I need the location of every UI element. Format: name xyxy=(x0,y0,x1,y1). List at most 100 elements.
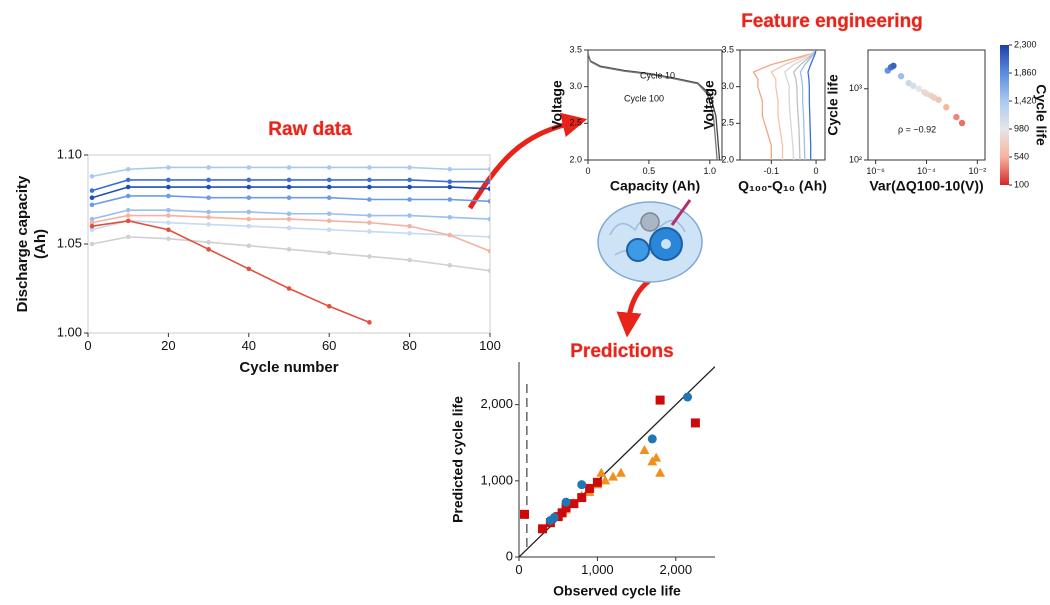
point xyxy=(487,268,490,273)
y-axis-label: Predicted cycle life xyxy=(450,396,466,523)
point xyxy=(407,213,412,218)
point xyxy=(367,177,372,183)
point xyxy=(367,320,372,325)
point xyxy=(286,177,292,183)
point xyxy=(206,239,211,245)
series-line xyxy=(770,50,817,160)
point xyxy=(89,202,95,208)
point xyxy=(206,247,211,252)
y-tick-label: 1.10 xyxy=(57,146,82,161)
point xyxy=(487,216,490,222)
point xyxy=(407,231,412,236)
point xyxy=(286,216,292,222)
plot-frame xyxy=(587,49,723,161)
y-tick-label: 1.00 xyxy=(57,324,82,339)
y-tick-label: 3.5 xyxy=(569,44,582,54)
point xyxy=(286,286,292,291)
point xyxy=(166,177,171,183)
point xyxy=(690,418,700,428)
plot-area xyxy=(519,366,715,557)
point xyxy=(166,184,171,190)
point xyxy=(246,223,252,229)
point xyxy=(655,467,666,477)
point xyxy=(206,209,211,215)
x-tick-label: 20 xyxy=(161,338,175,353)
point xyxy=(592,477,602,487)
x-tick-label: 0.5 xyxy=(643,166,656,176)
colorbar-tick-label: 1,860 xyxy=(1014,67,1037,77)
chart: -0.1 0 2.0 2.5 3.0 3.5 Q₁₀₀-Q₁₀ (Ah) Voltage xyxy=(701,44,827,193)
point xyxy=(683,392,693,402)
point xyxy=(447,197,453,202)
x-tick-label: 100 xyxy=(479,338,501,353)
point xyxy=(125,166,131,172)
point xyxy=(246,266,252,272)
point xyxy=(125,193,131,199)
section-title: Raw data xyxy=(268,119,352,140)
y-tick-label: 10² xyxy=(849,154,862,164)
point xyxy=(286,225,292,231)
colorbar-tick-label: 980 xyxy=(1014,123,1029,133)
chart: 0 0.5 1.0 2.0 2.5 3.0 3.5 Capacity (Ah) Voltage C… xyxy=(549,44,723,194)
point xyxy=(608,471,619,481)
point xyxy=(206,222,211,227)
point xyxy=(655,395,665,405)
point xyxy=(577,480,587,490)
point xyxy=(206,177,211,183)
brain-icon xyxy=(597,199,703,283)
x-tick-label: 1,000 xyxy=(581,562,614,577)
x-tick-label: 0 xyxy=(814,166,819,176)
point xyxy=(569,499,579,509)
point xyxy=(206,215,211,220)
x-tick-label: 10⁻⁶ xyxy=(866,166,885,176)
series-line xyxy=(792,50,817,160)
point xyxy=(557,508,567,518)
point xyxy=(206,184,211,190)
series-line xyxy=(799,50,817,160)
series-label: Cycle 10 xyxy=(640,70,675,80)
x-tick-label: 0 xyxy=(84,338,91,353)
x-tick-label: 10⁻⁴ xyxy=(917,166,936,176)
x-tick-label: 10⁻² xyxy=(968,166,986,176)
point xyxy=(915,85,923,92)
point xyxy=(538,524,548,534)
series-line xyxy=(807,50,817,160)
point xyxy=(326,211,332,217)
point xyxy=(286,195,292,201)
point xyxy=(89,220,95,225)
point xyxy=(125,218,131,224)
series-line xyxy=(91,236,490,272)
point xyxy=(89,223,95,229)
y-axis-label: Voltage xyxy=(701,80,717,130)
y-tick-label: 3.0 xyxy=(569,81,582,91)
point xyxy=(326,250,332,256)
point xyxy=(246,184,252,190)
point xyxy=(326,177,332,183)
point xyxy=(910,82,917,90)
point xyxy=(639,444,650,454)
point xyxy=(125,184,131,190)
point xyxy=(367,184,372,190)
point xyxy=(367,213,372,218)
x-axis-label: Cycle number xyxy=(239,359,338,376)
chart: 0 1,000 2,000 0 1,000 2,000 Observed cycle lif… xyxy=(450,362,715,599)
point xyxy=(447,179,453,184)
x-axis-label: Observed cycle life xyxy=(553,583,681,599)
series-line xyxy=(91,214,490,252)
x-axis-label: Q₁₀₀-Q₁₀ (Ah) xyxy=(738,178,827,194)
plot-frame xyxy=(867,49,986,161)
point xyxy=(367,220,372,225)
point xyxy=(206,165,211,170)
point xyxy=(953,113,960,121)
point xyxy=(897,73,905,80)
point xyxy=(519,509,529,519)
point xyxy=(246,243,252,249)
x-axis-label: Var(ΔQ100-10(V)) xyxy=(869,178,983,194)
point xyxy=(447,184,453,190)
y-tick-label: 2.0 xyxy=(721,154,734,164)
point xyxy=(447,232,453,238)
point xyxy=(487,198,490,204)
point xyxy=(407,223,412,229)
y-tick-label: 3.5 xyxy=(721,44,734,54)
series-line xyxy=(783,50,817,160)
